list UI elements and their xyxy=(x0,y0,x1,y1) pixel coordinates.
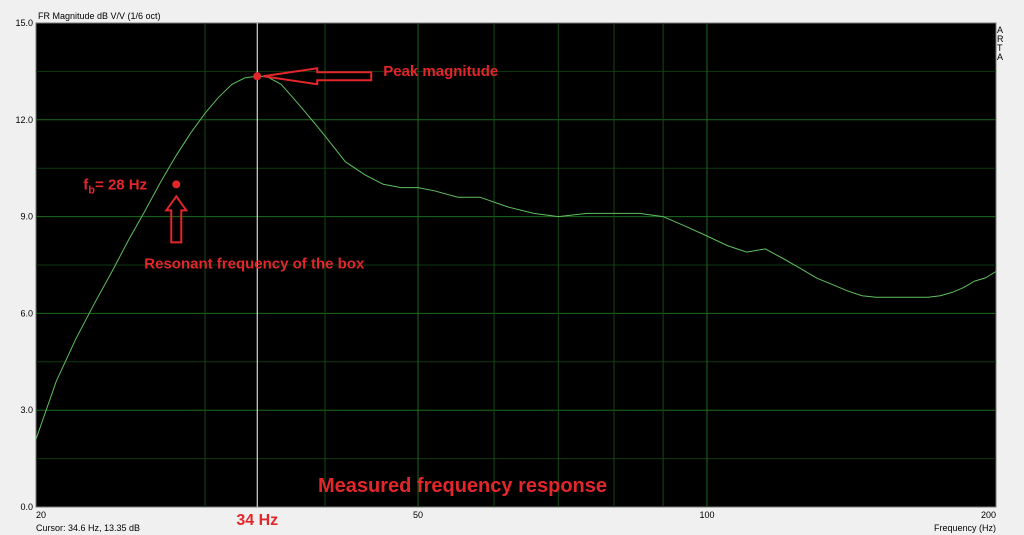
fb-label-prefix: f xyxy=(83,176,89,193)
cursor-readout: Cursor: 34.6 Hz, 13.35 dB xyxy=(36,523,140,533)
x-tick-label: 200 xyxy=(981,510,996,520)
x-tick-label: 100 xyxy=(699,510,714,520)
grid-lines xyxy=(36,23,996,507)
chart-caption: Measured frequency response xyxy=(318,475,607,497)
x-tick-label: 20 xyxy=(36,510,46,520)
arta-letter-a2: A xyxy=(997,52,1003,62)
arta-letter-r: R xyxy=(997,34,1004,44)
chart-title: FR Magnitude dB V/V (1/6 oct) xyxy=(38,11,161,21)
arta-letter-t: T xyxy=(997,43,1003,53)
peak-marker xyxy=(253,72,262,81)
y-tick-label: 3.0 xyxy=(20,405,33,415)
y-tick-label: 9.0 xyxy=(20,212,33,222)
y-tick-label: 12.0 xyxy=(15,115,33,125)
cursor-frequency-label: 34 Hz xyxy=(236,512,278,529)
fb-label-suffix: = 28 Hz xyxy=(95,176,147,193)
peak-label: Peak magnitude xyxy=(383,63,498,80)
x-tick-labels: 20 50 100 200 xyxy=(36,510,996,520)
fb-arrow xyxy=(164,194,189,244)
y-tick-label: 6.0 xyxy=(20,308,33,318)
fb-caption: Resonant frequency of the box xyxy=(144,255,365,272)
fb-label: fb= 28 Hz xyxy=(83,176,147,196)
y-tick-labels: 0.0 3.0 6.0 9.0 12.0 15.0 xyxy=(15,18,33,512)
y-tick-label: 0.0 xyxy=(20,502,33,512)
y-tick-label: 15.0 xyxy=(15,18,33,28)
peak-arrow xyxy=(263,67,373,86)
fb-label-sub: b xyxy=(88,184,95,196)
fb-marker xyxy=(172,180,181,189)
x-axis-label: Frequency (Hz) xyxy=(934,523,996,533)
arta-letter-a1: A xyxy=(997,25,1003,35)
frequency-response-curve xyxy=(35,75,997,440)
x-tick-label: 50 xyxy=(413,510,423,520)
